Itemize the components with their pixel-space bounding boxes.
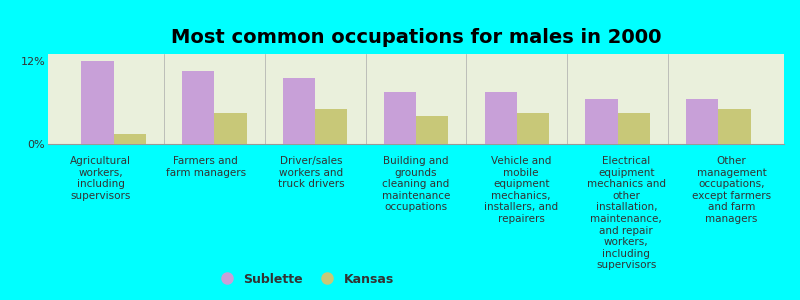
- Bar: [283, 78, 315, 144]
- Text: Agricultural
workers,
including
supervisors: Agricultural workers, including supervis…: [70, 156, 131, 201]
- Legend: Sublette, Kansas: Sublette, Kansas: [209, 268, 399, 291]
- Text: Farmers and
farm managers: Farmers and farm managers: [166, 156, 246, 178]
- Bar: [485, 92, 517, 144]
- Bar: [214, 113, 246, 144]
- Bar: [114, 134, 146, 144]
- Bar: [82, 61, 114, 144]
- Bar: [315, 110, 347, 144]
- Title: Most common occupations for males in 2000: Most common occupations for males in 200…: [170, 28, 662, 47]
- Bar: [182, 71, 214, 144]
- Bar: [686, 99, 718, 144]
- Text: Driver/sales
workers and
truck drivers: Driver/sales workers and truck drivers: [278, 156, 344, 189]
- Bar: [517, 113, 549, 144]
- Text: Other
management
occupations,
except farmers
and farm
managers: Other management occupations, except far…: [692, 156, 771, 224]
- Bar: [718, 110, 750, 144]
- Text: Building and
grounds
cleaning and
maintenance
occupations: Building and grounds cleaning and mainte…: [382, 156, 450, 212]
- Bar: [416, 116, 448, 144]
- Bar: [618, 113, 650, 144]
- Bar: [586, 99, 618, 144]
- Bar: [384, 92, 416, 144]
- Text: Electrical
equipment
mechanics and
other
installation,
maintenance,
and repair
w: Electrical equipment mechanics and other…: [586, 156, 666, 270]
- Text: Vehicle and
mobile
equipment
mechanics,
installers, and
repairers: Vehicle and mobile equipment mechanics, …: [484, 156, 558, 224]
